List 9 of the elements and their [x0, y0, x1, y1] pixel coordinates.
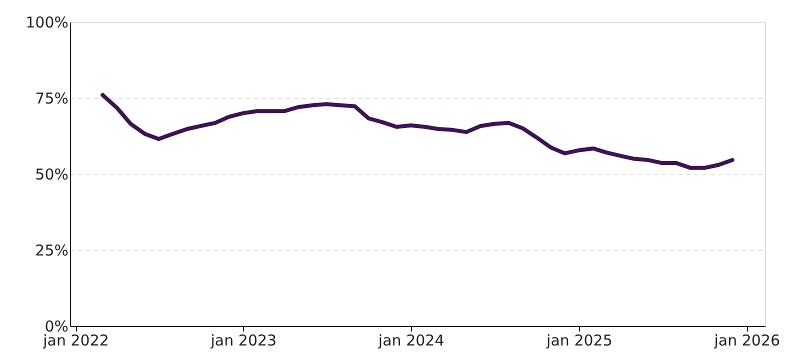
- x-tick-label: jan 2025: [546, 332, 612, 350]
- y-tick-label: 25%: [35, 242, 68, 260]
- y-tick-label: 50%: [35, 166, 68, 184]
- x-tick-label: jan 2023: [210, 332, 277, 350]
- line-series: [100, 92, 734, 170]
- y-tick-label: 75%: [35, 90, 68, 108]
- x-tick-label: jan 2026: [713, 332, 780, 350]
- x-tick-label: jan 2024: [377, 332, 444, 350]
- y-tick-label: 100%: [26, 14, 68, 32]
